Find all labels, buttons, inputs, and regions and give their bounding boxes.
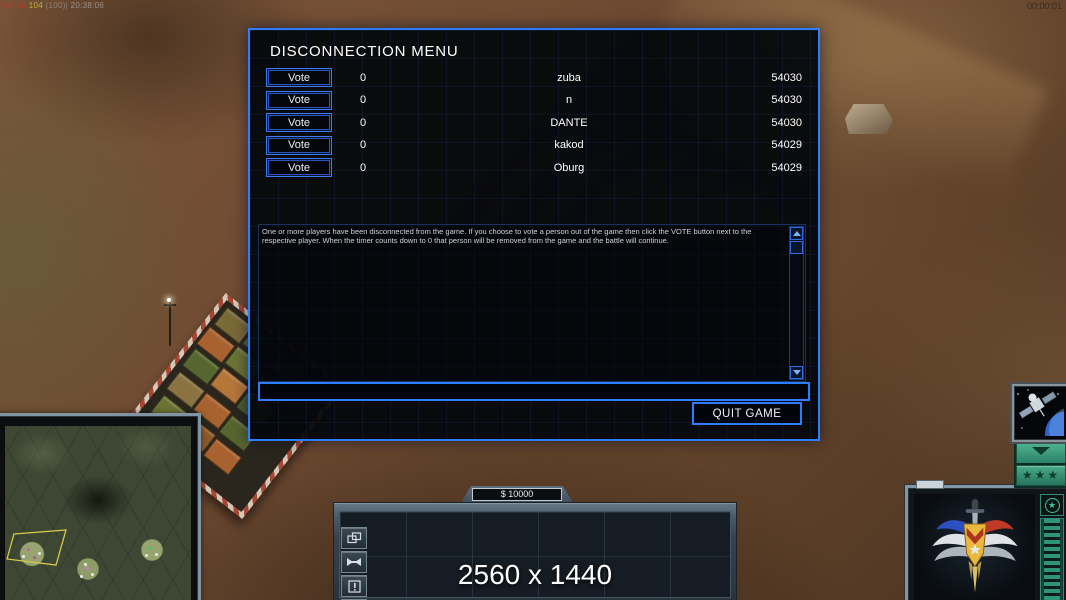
disconnect-info-text: One or more players have been disconnect… xyxy=(262,227,752,245)
wrench-icon xyxy=(347,558,361,566)
player-name: zuba xyxy=(557,71,581,84)
player-timeout: 54029 xyxy=(771,139,802,151)
player-name: kakod xyxy=(554,139,584,151)
light-pole xyxy=(164,298,176,346)
vote-button[interactable]: Vote xyxy=(266,158,332,177)
veterancy-gauge: ★ xyxy=(1040,494,1064,600)
player-row: Vote 0 n 54030 xyxy=(266,90,802,110)
vote-count: 0 xyxy=(360,139,367,151)
player-row: Vote 0 DANTE 54030 xyxy=(266,113,802,132)
general-rank-button[interactable]: ★★★ xyxy=(1016,465,1066,486)
player-row: Vote 0 Oburg 54029 xyxy=(266,158,802,177)
scrollbar[interactable] xyxy=(789,226,804,380)
money-tab: $ 10000 xyxy=(461,486,573,503)
minimap-terrain[interactable] xyxy=(5,426,191,600)
command-bar: $ 10000 xyxy=(333,486,737,600)
vote-button[interactable]: Vote xyxy=(266,68,332,87)
dialog-title: DISCONNECTION MENU xyxy=(270,43,459,60)
debug-stats-yellow: 104 xyxy=(28,1,43,10)
quit-game-button[interactable]: QUIT GAME xyxy=(692,402,802,425)
portrait-image xyxy=(914,494,1035,600)
spy-satellite-button[interactable] xyxy=(1012,384,1066,457)
bunker-structure[interactable] xyxy=(845,104,893,134)
vote-count: 0 xyxy=(360,94,367,106)
vote-count: 0 xyxy=(360,161,367,174)
minimap[interactable] xyxy=(0,413,201,600)
player-timeout: 54030 xyxy=(771,94,802,106)
command-bar-side-buttons xyxy=(341,527,367,600)
debug-stats-red: UR 30 xyxy=(2,1,27,10)
experience-meter xyxy=(1040,518,1064,600)
debug-stats-gray: (100)| xyxy=(45,1,69,10)
player-name: n xyxy=(565,94,573,106)
player-row: Vote 0 zuba 54030 xyxy=(266,68,802,87)
money-display: $ 10000 xyxy=(472,488,562,501)
disconnection-menu-dialog: DISCONNECTION MENU Vote 0 zuba 54030 Vot… xyxy=(248,28,820,441)
alert-button[interactable] xyxy=(341,575,367,597)
general-portrait-panel: ★ xyxy=(905,480,1066,600)
player-name: DANTE xyxy=(550,116,588,129)
command-bar-body: 2560 x 1440 xyxy=(333,502,737,600)
player-vote-list: Vote 0 zuba 54030 Vote 0 n 54030 Vote 0 … xyxy=(266,68,802,181)
veterancy-star-icon: ★ xyxy=(1040,494,1064,516)
player-name: Oburg xyxy=(553,161,585,174)
vote-button[interactable]: Vote xyxy=(266,90,332,110)
chevron-down-icon xyxy=(1032,447,1050,455)
player-row: Vote 0 kakod 54029 xyxy=(266,135,802,155)
debug-stats: UR 30 104 (100)| 20:38:06 xyxy=(2,1,104,10)
player-timeout: 54030 xyxy=(771,116,802,129)
player-timeout: 54029 xyxy=(771,161,802,174)
player-timeout: 54030 xyxy=(771,71,802,84)
windows-icon xyxy=(346,532,361,544)
vote-button[interactable]: Vote xyxy=(266,135,332,155)
scroll-down-button[interactable] xyxy=(790,366,803,379)
resolution-watermark: 2560 x 1440 xyxy=(457,559,613,590)
camera-frustum xyxy=(6,529,67,566)
collapse-sidebar-button[interactable] xyxy=(1016,439,1066,464)
repair-button[interactable] xyxy=(341,551,367,573)
match-timer: 00:00:01 xyxy=(1026,1,1062,11)
scrollbar-thumb[interactable] xyxy=(790,241,803,254)
triangle-up-icon xyxy=(792,231,801,236)
chat-input[interactable] xyxy=(258,382,810,401)
vote-count: 0 xyxy=(360,71,367,84)
scroll-up-button[interactable] xyxy=(790,227,803,240)
satellite-icon xyxy=(1017,389,1066,457)
vote-count: 0 xyxy=(360,116,367,129)
alert-icon xyxy=(347,579,361,593)
command-grid xyxy=(339,511,731,598)
usa-general-emblem xyxy=(931,498,1018,593)
disconnect-info-textarea: One or more players have been disconnect… xyxy=(258,224,806,382)
vote-button[interactable]: Vote xyxy=(266,113,332,132)
debug-clock: 20:38:06 xyxy=(70,1,105,10)
options-button[interactable] xyxy=(341,527,367,549)
triangle-down-icon xyxy=(792,370,801,375)
